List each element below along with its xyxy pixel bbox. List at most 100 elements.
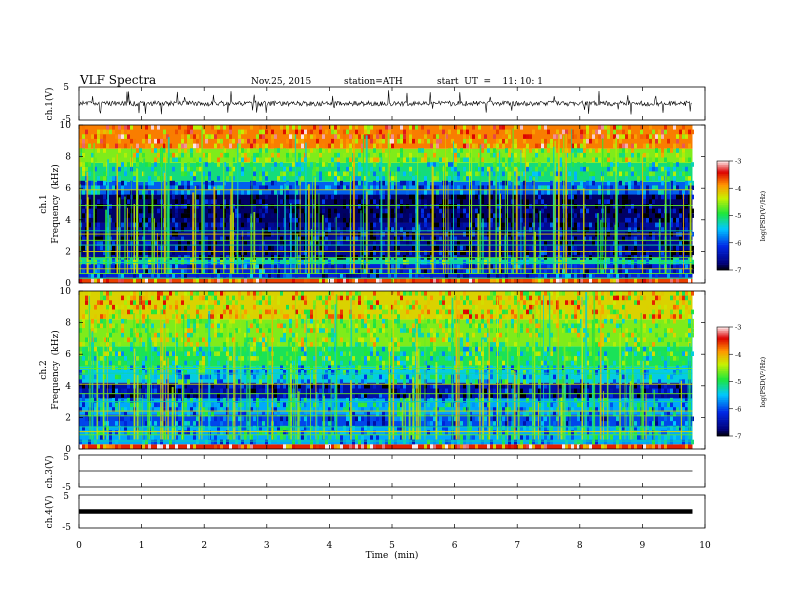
psd-cell	[478, 180, 481, 186]
psd-cell	[295, 208, 298, 214]
psd-cell	[115, 304, 118, 310]
psd-cell	[118, 304, 121, 310]
psd-cell	[340, 264, 343, 269]
psd-cell	[136, 152, 139, 158]
psd-cell	[250, 407, 253, 412]
psd-cell	[121, 162, 124, 167]
psd-cell	[325, 185, 328, 190]
psd-cell	[178, 383, 181, 389]
psd-cell	[634, 134, 637, 139]
psd-cell	[598, 264, 601, 269]
psd-cell	[535, 171, 538, 177]
psd-cell	[196, 360, 199, 366]
psd-cell	[574, 222, 577, 228]
psd-cell	[121, 250, 124, 256]
psd-cell	[286, 190, 289, 195]
psd-cell	[367, 421, 370, 426]
psd-cell	[187, 314, 190, 319]
psd-cell	[325, 383, 328, 389]
sferic-burst	[296, 233, 298, 274]
psd-cell	[196, 278, 199, 283]
psd-cell	[430, 250, 433, 256]
psd-cell	[97, 148, 100, 153]
psd-cell	[94, 393, 97, 398]
psd-cell	[145, 439, 148, 445]
psd-cell	[520, 199, 523, 204]
psd-cell	[574, 143, 577, 149]
psd-cell	[175, 314, 178, 319]
psd-cell	[688, 245, 691, 251]
psd-cell	[292, 152, 295, 158]
psd-cell	[199, 222, 202, 228]
psd-cell	[322, 199, 325, 204]
psd-cell	[289, 328, 292, 333]
psd-cell	[568, 148, 571, 153]
psd-cell	[286, 383, 289, 389]
psd-cell	[373, 351, 376, 356]
psd-cell	[217, 185, 220, 190]
psd-cell	[619, 148, 622, 153]
psd-cell	[235, 370, 238, 375]
psd-cell	[202, 374, 205, 380]
psd-cell	[163, 157, 166, 163]
psd-cell	[262, 227, 265, 232]
psd-cell	[118, 162, 121, 167]
psd-cell	[223, 217, 226, 223]
psd-cell	[214, 291, 217, 296]
psd-cell	[295, 323, 298, 329]
psd-cell	[301, 309, 304, 315]
psd-cell	[220, 185, 223, 190]
psd-cell	[271, 250, 274, 256]
psd-cell	[355, 360, 358, 366]
psd-cell	[595, 264, 598, 269]
psd-cell	[184, 421, 187, 426]
psd-cell	[250, 435, 253, 440]
psd-cell	[277, 152, 280, 158]
psd-cell	[373, 204, 376, 209]
psd-cell	[115, 356, 118, 361]
psd-cell	[292, 337, 295, 343]
psd-cell	[247, 166, 250, 172]
psd-cell	[157, 360, 160, 366]
psd-cell	[226, 213, 229, 218]
psd-cell	[370, 304, 373, 310]
psd-cell	[103, 425, 106, 431]
psd-cell	[223, 125, 226, 130]
psd-cell	[244, 346, 247, 352]
psd-cell	[466, 250, 469, 256]
psd-cell	[355, 374, 358, 380]
psd-cell	[265, 370, 268, 375]
psd-cell	[310, 318, 313, 324]
psd-cell	[97, 365, 100, 370]
psd-cell	[121, 166, 124, 172]
psd-cell	[277, 148, 280, 153]
psd-cell	[238, 388, 241, 394]
psd-cell	[643, 152, 646, 158]
colorbar-step	[717, 226, 729, 229]
psd-cell	[505, 273, 508, 279]
psd-cell	[109, 176, 112, 181]
psd-cell	[169, 152, 172, 158]
psd-cell	[163, 407, 166, 412]
psd-cell	[364, 425, 367, 431]
psd-cell	[433, 143, 436, 149]
psd-cell	[85, 360, 88, 366]
psd-cell	[688, 180, 691, 186]
psd-cell	[409, 180, 412, 186]
psd-cell	[103, 264, 106, 269]
psd-cell	[199, 166, 202, 172]
psd-cell	[286, 125, 289, 130]
psd-cell	[685, 134, 688, 139]
sferic-burst	[133, 204, 135, 274]
psd-cell	[145, 393, 148, 398]
colorbar-step	[717, 255, 729, 258]
psd-cell	[607, 204, 610, 209]
psd-cell	[295, 138, 298, 144]
psd-cell	[409, 273, 412, 279]
psd-cell	[148, 250, 151, 256]
psd-cell	[679, 241, 682, 246]
psd-cell	[433, 222, 436, 228]
psd-cell	[487, 269, 490, 274]
psd-cell	[337, 351, 340, 356]
psd-cell	[295, 309, 298, 315]
